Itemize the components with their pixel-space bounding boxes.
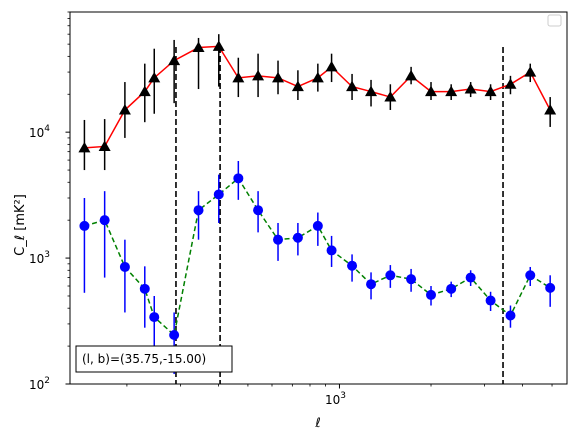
series-2-point: [79, 220, 90, 231]
series-1-point: [98, 140, 111, 151]
series-1-point: [405, 69, 418, 81]
y-tick-label-exponent: 4: [44, 124, 50, 134]
series-2-point: [213, 189, 224, 200]
series-1-point: [252, 69, 265, 81]
series-2-point: [193, 205, 204, 216]
series-2-point: [312, 220, 323, 231]
series-1-point: [272, 71, 285, 83]
series-2-point: [326, 245, 337, 256]
series-layer: [78, 34, 557, 375]
x-tick-label: 103: [325, 391, 346, 407]
x-tick-label-exponent: 3: [340, 391, 346, 401]
y-tick-label-exponent: 3: [44, 250, 50, 260]
series-1-point: [445, 85, 458, 97]
series-2-point: [426, 289, 437, 300]
series-2: [79, 161, 556, 375]
series-1-point: [365, 85, 378, 97]
series-2-point: [465, 272, 476, 283]
series-1-point: [464, 83, 477, 94]
y-tick-label-exponent: 2: [44, 376, 50, 386]
y-axis-label: C_ℓ [mK²]: [13, 194, 28, 256]
legend-box: [547, 14, 562, 27]
series-1: [78, 34, 557, 171]
series-1-point: [118, 103, 131, 115]
series-1-point: [346, 80, 359, 92]
series-2-point: [149, 312, 160, 323]
y-tick-label: 102: [29, 376, 50, 392]
series-1-point: [138, 85, 151, 97]
vertical-lines-layer: [175, 47, 504, 384]
series-2-point: [406, 274, 417, 285]
series-1-point: [212, 40, 225, 51]
series-2-point: [139, 283, 150, 294]
series-1-point: [524, 66, 537, 77]
x-axis-label: ℓ: [314, 416, 320, 431]
series-1-point: [291, 80, 304, 92]
series-1-point: [325, 60, 338, 72]
series-2-point: [366, 279, 377, 290]
series-1-point: [168, 54, 181, 66]
series-2-point: [485, 295, 496, 306]
series-2-point: [525, 270, 536, 281]
annotation-box: (l, b)=(35.75,-15.00): [75, 345, 233, 373]
series-1-point: [384, 91, 397, 102]
series-2-point: [446, 283, 457, 294]
series-1-point: [425, 85, 438, 97]
y-tick-label: 104: [29, 124, 50, 140]
series-2-point: [233, 173, 244, 184]
series-1-point: [311, 71, 324, 83]
series-2-point: [545, 282, 556, 293]
series-2-point: [505, 310, 516, 321]
series-1-point: [504, 78, 517, 89]
series-2-point: [273, 234, 284, 245]
series-1-point: [484, 85, 497, 97]
y-tick-label: 103: [29, 250, 50, 266]
series-2-point: [99, 215, 110, 226]
series-1-point: [232, 71, 245, 83]
annotation-text: (l, b)=(35.75,-15.00): [82, 352, 206, 366]
series-1-point: [78, 141, 91, 153]
series-2-point: [169, 329, 180, 340]
series-2-point: [385, 270, 396, 281]
series-2-point: [347, 260, 358, 271]
series-1-point: [544, 103, 557, 115]
series-1-point: [192, 41, 205, 53]
series-2-point: [253, 205, 264, 216]
series-1-point: [148, 71, 161, 83]
series-2-point: [119, 261, 130, 272]
series-2-point: [292, 232, 303, 243]
